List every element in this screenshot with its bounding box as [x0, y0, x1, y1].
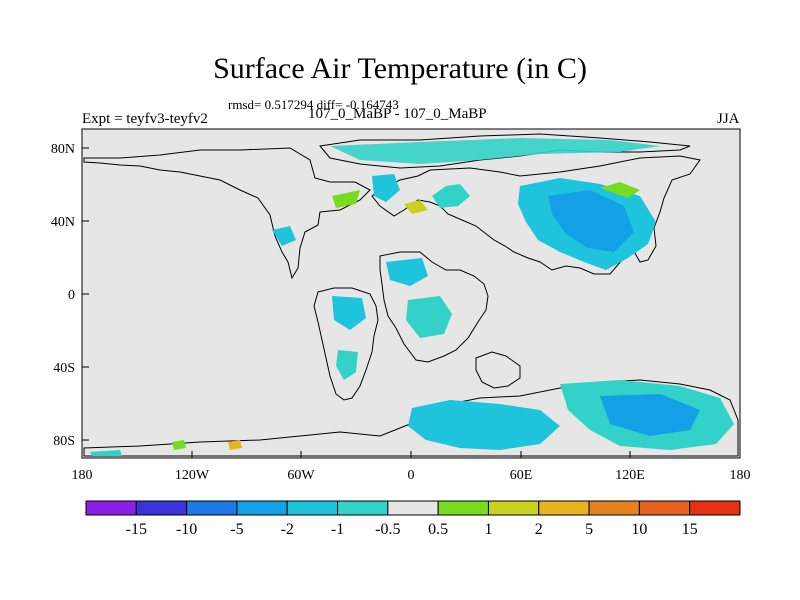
colorbar-swatch: [588, 500, 640, 516]
colorbar-swatch: [538, 500, 590, 516]
season-label: JJA: [717, 111, 740, 127]
period-label: 107_0_MaBP - 107_0_MaBP: [308, 106, 487, 122]
colorbar-swatch: [437, 500, 489, 516]
x-axis: [81, 451, 741, 458]
y-tick-label: 40N: [51, 215, 75, 230]
colorbar-label: -1: [331, 521, 344, 538]
colorbar-label: 2: [535, 521, 543, 538]
colorbar-label: -10: [176, 521, 197, 538]
y-tick-label: 80N: [51, 142, 75, 157]
colorbar-swatch: [638, 500, 691, 516]
colorbar-label: 0.5: [428, 521, 448, 538]
x-tick-label: 60E: [510, 468, 533, 483]
colorbar-label: -0.5: [375, 521, 400, 538]
colorbar-label: -15: [126, 521, 147, 538]
colorbar-label: 15: [682, 521, 698, 538]
colorbar-swatch: [487, 500, 540, 516]
colorbar-swatch: [236, 500, 288, 516]
colorbar-label: 1: [484, 521, 492, 538]
coastlines: [83, 133, 739, 457]
y-tick-label: 0: [68, 288, 75, 303]
x-tick-label: 120E: [615, 468, 645, 483]
anomaly-patches: [90, 138, 734, 456]
colorbar-label: -5: [230, 521, 243, 538]
y-axis: [82, 147, 89, 441]
colorbar-swatch: [387, 500, 439, 516]
colorbar-swatch: [337, 500, 389, 516]
colorbar-swatch: [689, 500, 741, 516]
colorbar-labels: -15 -10 -5 -2 -1 -0.5 0.5 1 2 5 10 15: [126, 521, 698, 538]
colorbar-label: -2: [281, 521, 294, 538]
colorbar-swatch: [85, 500, 137, 516]
x-tick-label: 60W: [287, 468, 315, 483]
y-tick-label: 80S: [53, 434, 75, 449]
x-tick-label: 180: [730, 468, 751, 483]
colorbar-boxes: [85, 500, 741, 516]
colorbar-label: 10: [631, 521, 647, 538]
stats-line: rmsd= 0.517294 diff= -0.164743: [228, 97, 399, 112]
x-tick-label: 0: [408, 468, 415, 483]
colorbar-label: 5: [585, 521, 593, 538]
x-tick-label: 180: [72, 468, 93, 483]
x-tick-label: 120W: [175, 468, 210, 483]
colorbar-swatch: [186, 500, 238, 516]
experiment-label: Expt = teyfv3-teyfv2: [82, 111, 208, 127]
chart-title: Surface Air Temperature (in C): [213, 52, 587, 85]
colorbar-swatch: [135, 500, 188, 516]
colorbar-swatch: [286, 500, 339, 516]
y-tick-label: 40S: [53, 361, 75, 376]
